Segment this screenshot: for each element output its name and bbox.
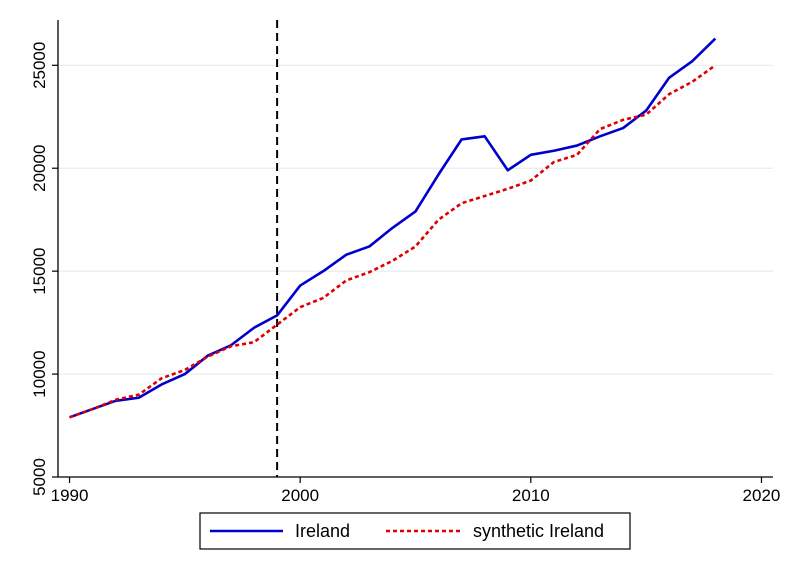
y-tick-label: 15000 bbox=[30, 248, 49, 295]
grid-lines bbox=[58, 64, 773, 375]
legend-label-synthetic-ireland: synthetic Ireland bbox=[473, 521, 604, 541]
y-tick-label: 5000 bbox=[30, 458, 49, 496]
y-tick-label: 10000 bbox=[30, 350, 49, 397]
series-group bbox=[69, 20, 717, 477]
x-tick-label: 2000 bbox=[281, 486, 319, 505]
y-tick-label: 25000 bbox=[30, 42, 49, 89]
legend-label-ireland: Ireland bbox=[295, 521, 350, 541]
series-line-ireland bbox=[69, 37, 717, 419]
tick-labels: 5000 10000 15000 20000 25000 1990 2000 2010 2020 bbox=[30, 42, 780, 505]
axes bbox=[52, 20, 773, 483]
legend: Ireland synthetic Ireland bbox=[199, 512, 631, 550]
x-tick-label: 1990 bbox=[51, 486, 89, 505]
y-tick-label: 20000 bbox=[30, 145, 49, 192]
x-tick-label: 2010 bbox=[512, 486, 550, 505]
series-line-synthetic-ireland bbox=[69, 64, 717, 419]
x-tick-label: 2020 bbox=[743, 486, 781, 505]
